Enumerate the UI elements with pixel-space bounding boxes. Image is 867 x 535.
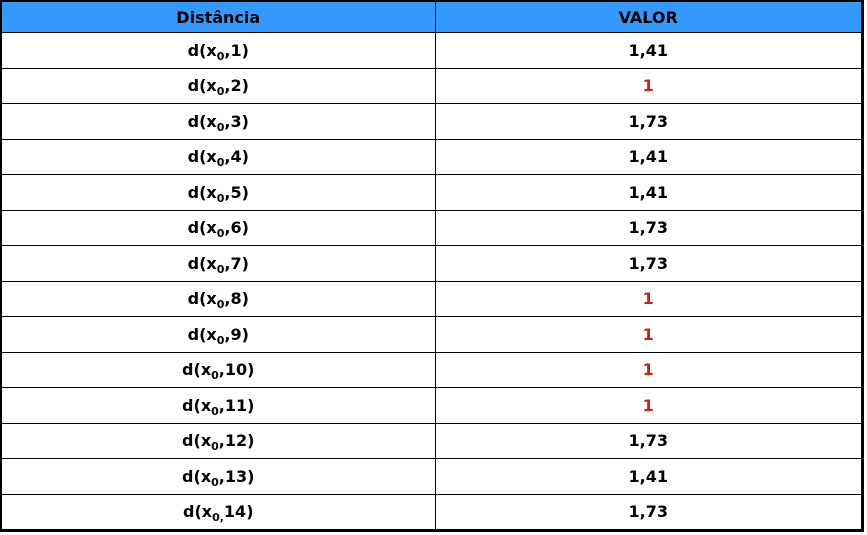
table-row: d(x0,1) 1,41 xyxy=(2,32,861,68)
distance-subscript: 0 xyxy=(211,369,219,383)
distance-prefix: d(x xyxy=(187,111,217,131)
value-cell: 1,41 xyxy=(435,138,861,175)
value-cell: 1 xyxy=(435,351,861,388)
distance-subscript: 0 xyxy=(211,404,219,418)
distance-subscript: 0, xyxy=(212,511,224,525)
distance-prefix: d(x xyxy=(187,289,217,309)
distance-cell: d(x0,13) xyxy=(2,458,436,494)
table-row: d(x0,10) 1 xyxy=(2,351,861,388)
value-cell: 1,73 xyxy=(435,103,861,139)
table-row: d(x0,13) 1,41 xyxy=(2,458,861,494)
distance-subscript: 0 xyxy=(216,85,225,99)
distance-prefix: d(x xyxy=(187,253,217,273)
distance-prefix: d(x xyxy=(187,40,217,60)
table-row: d(x0,8) 1 xyxy=(2,280,861,317)
distance-suffix: ,8) xyxy=(224,289,249,309)
distance-prefix: d(x xyxy=(182,431,212,451)
table-row: d(x0,2) 1 xyxy=(2,67,861,104)
table-row: d(x0,6) 1,73 xyxy=(2,209,861,246)
distance-prefix: d(x xyxy=(182,502,213,522)
distance-cell: d(x0,6) xyxy=(2,209,436,246)
header-valor: VALOR xyxy=(435,2,861,33)
distance-table-grid: Distância VALOR d(x0,1) 1,41 d(x0,2) 1 d(x0,… xyxy=(2,2,861,529)
value-cell: 1 xyxy=(435,280,861,317)
distance-subscript: 0 xyxy=(216,120,225,134)
distance-cell: d(x0,2) xyxy=(2,67,436,104)
distance-prefix: d(x xyxy=(187,218,217,238)
distance-cell: d(x0,3) xyxy=(2,103,436,139)
table-row: d(x0,11) 1 xyxy=(2,387,861,423)
distance-suffix: ,7) xyxy=(224,253,249,273)
distance-subscript: 0 xyxy=(216,191,225,205)
table-row: d(x0,14) 1,73 xyxy=(2,493,861,529)
distance-prefix: d(x xyxy=(182,395,212,415)
distance-subscript: 0 xyxy=(216,227,225,241)
distance-suffix: ,6) xyxy=(224,218,249,238)
distance-cell: d(x0,10) xyxy=(2,351,436,388)
value-cell: 1,41 xyxy=(435,174,861,210)
table-row: d(x0,12) 1,73 xyxy=(2,422,861,459)
distance-suffix: ,4) xyxy=(224,147,249,167)
table-header: Distância VALOR xyxy=(2,2,861,33)
distance-subscript: 0 xyxy=(216,49,225,63)
table-row: d(x0,3) 1,73 xyxy=(2,103,861,139)
distance-suffix: ,12) xyxy=(218,431,255,451)
distance-subscript: 0 xyxy=(216,298,225,312)
distance-suffix: ,5) xyxy=(224,182,249,202)
distance-suffix: ,11) xyxy=(218,395,255,415)
distance-cell: d(x0,14) xyxy=(2,493,436,529)
value-cell: 1,41 xyxy=(435,32,861,68)
distance-cell: d(x0,11) xyxy=(2,387,436,423)
table-row: d(x0,7) 1,73 xyxy=(2,245,861,281)
table-row: d(x0,4) 1,41 xyxy=(2,138,861,175)
distance-cell: d(x0,8) xyxy=(2,280,436,317)
distance-suffix: ,1) xyxy=(224,40,249,60)
distance-prefix: d(x xyxy=(187,147,217,167)
distance-prefix: d(x xyxy=(182,466,212,486)
value-cell: 1,73 xyxy=(435,493,861,529)
distance-cell: d(x0,1) xyxy=(2,32,436,68)
distance-prefix: d(x xyxy=(187,76,217,96)
distance-suffix: 14) xyxy=(223,502,254,522)
distance-prefix: d(x xyxy=(182,360,212,380)
distance-cell: d(x0,9) xyxy=(2,316,436,352)
header-row: Distância VALOR xyxy=(2,2,861,33)
value-cell: 1 xyxy=(435,316,861,352)
distance-cell: d(x0,7) xyxy=(2,245,436,281)
header-distancia: Distância xyxy=(2,2,436,33)
distance-suffix: ,13) xyxy=(218,466,255,486)
distance-subscript: 0 xyxy=(211,475,219,489)
distance-cell: d(x0,5) xyxy=(2,174,436,210)
value-cell: 1 xyxy=(435,387,861,423)
distance-suffix: ,9) xyxy=(224,324,249,344)
distance-subscript: 0 xyxy=(216,262,225,276)
distance-subscript: 0 xyxy=(216,333,225,347)
distance-suffix: ,2) xyxy=(224,76,249,96)
value-cell: 1,73 xyxy=(435,209,861,246)
distance-suffix: ,10) xyxy=(218,360,255,380)
value-cell: 1 xyxy=(435,67,861,104)
distance-subscript: 0 xyxy=(216,156,225,170)
value-cell: 1,41 xyxy=(435,458,861,494)
table-row: d(x0,5) 1,41 xyxy=(2,174,861,210)
value-cell: 1,73 xyxy=(435,422,861,459)
distance-prefix: d(x xyxy=(187,324,217,344)
distance-cell: d(x0,12) xyxy=(2,422,436,459)
value-cell: 1,73 xyxy=(435,245,861,281)
table-body: d(x0,1) 1,41 d(x0,2) 1 d(x0,3) 1,73 d(x0,4) 1,4… xyxy=(2,32,861,529)
table-row: d(x0,9) 1 xyxy=(2,316,861,352)
distance-cell: d(x0,4) xyxy=(2,138,436,175)
distance-subscript: 0 xyxy=(211,440,219,454)
distance-suffix: ,3) xyxy=(224,111,249,131)
distance-prefix: d(x xyxy=(187,182,217,202)
